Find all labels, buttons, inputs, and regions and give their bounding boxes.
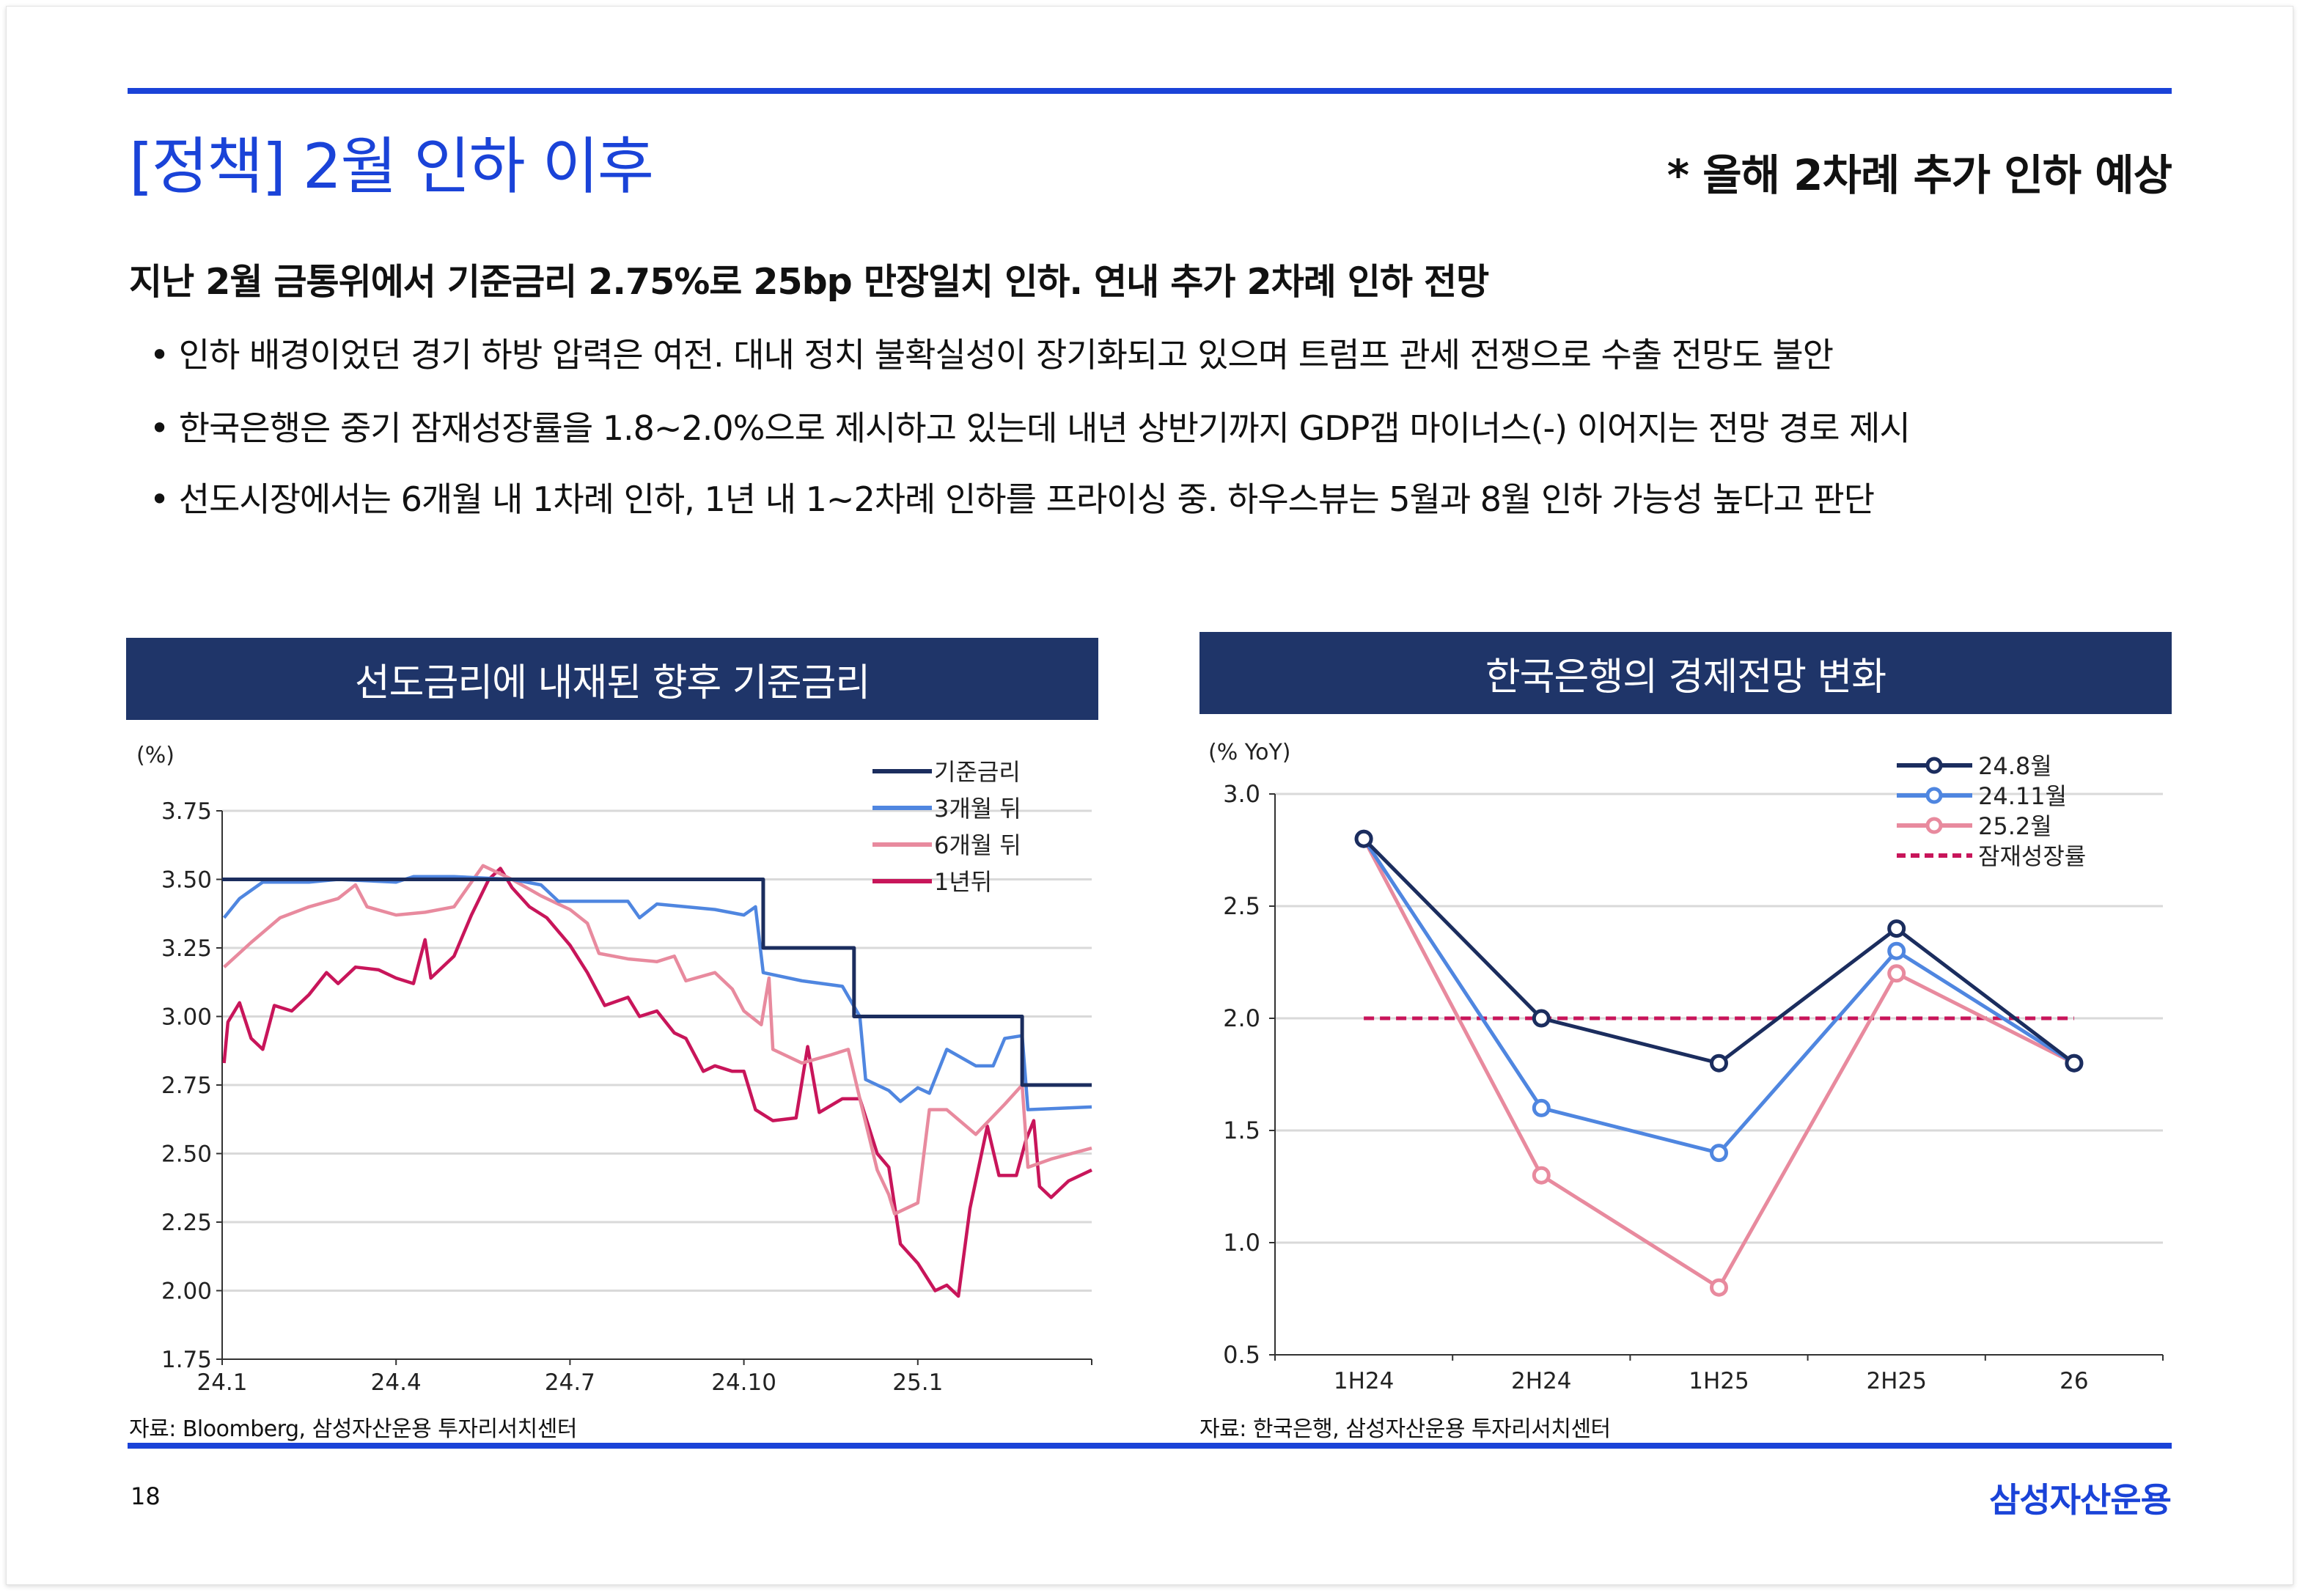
legend-marker xyxy=(1925,787,1943,804)
data-point-24.8월 xyxy=(1887,919,1906,938)
data-point-25.2월 xyxy=(1532,1166,1551,1185)
data-point-24.8월 xyxy=(1710,1053,1728,1073)
x-tick-label: 24.7 xyxy=(545,1369,595,1396)
y-tick-label: 2.25 xyxy=(161,1210,212,1236)
legend-label: 24.11월 xyxy=(1978,782,2067,810)
forward-rate-chart: (%) 3.75 3.50 3.25 3.00 2.75 2.50 2.25 2.00 1.75… xyxy=(136,743,1092,1396)
right-chart-source: 자료: 한국은행, 삼성자산운용 투자리서치센터 xyxy=(1199,1416,1611,1442)
right-chart-title: 한국은행의 경제전망 변화 xyxy=(1199,632,2172,714)
bok-outlook-chart: (% YoY) 3.0 2.5 2.0 1.5 1.0 0.5 1H24 2H24 1H25 2H… xyxy=(1208,740,2164,1394)
data-point-25.2월 xyxy=(1710,1278,1728,1297)
data-point-24.11월 xyxy=(1532,1098,1551,1117)
x-tick-label: 1H25 xyxy=(1689,1368,1749,1394)
x-tick-label: 24.1 xyxy=(196,1369,247,1396)
legend-label: 1년뒤 xyxy=(934,868,992,896)
series-line-6개월 뒤 xyxy=(223,864,1092,1216)
legend-label: 잠재성장률 xyxy=(1978,842,2086,870)
y-tick-label: 2.0 xyxy=(1223,1004,1260,1032)
legend-label: 24.8월 xyxy=(1978,752,2052,780)
y-tick-label: 3.25 xyxy=(161,935,212,962)
left-chart-source: 자료: Bloomberg, 삼성자산운용 투자리서치센터 xyxy=(129,1416,577,1442)
slide-frame xyxy=(6,6,2293,1585)
y-tick-label: 2.5 xyxy=(1223,892,1260,920)
y-tick-label: 3.75 xyxy=(161,798,212,825)
page-title: [정책] 2월 인하 이후 xyxy=(129,130,654,202)
x-tick-label: 26 xyxy=(2060,1368,2088,1394)
bullet-item: • 한국은행은 중기 잠재성장률을 1.8~2.0%으로 제시하고 있는데 내년… xyxy=(150,408,1911,448)
legend-marker xyxy=(1925,817,1943,834)
legend-label: 3개월 뒤 xyxy=(934,795,1021,823)
legend-label: 25.2월 xyxy=(1978,812,2052,840)
brand-logo-text: 삼성자산운용 xyxy=(1989,1480,2172,1520)
bullet-item: • 선도시장에서는 6개월 내 1차례 인하, 1년 내 1~2차례 인하를 프… xyxy=(150,479,1875,519)
data-point-24.11월 xyxy=(1887,941,1906,960)
bullet-item: • 인하 배경이었던 경기 하방 압력은 여전. 대내 정치 불확실성이 장기화… xyxy=(150,335,1834,375)
y-axis-unit: (%) xyxy=(136,743,174,768)
x-tick-label: 2H24 xyxy=(1511,1368,1571,1394)
series-line-3개월 뒤 xyxy=(222,875,1092,1111)
series-line-24.11월 xyxy=(1362,837,2076,1155)
y-axis-unit: (% YoY) xyxy=(1208,740,1290,765)
y-tick-label: 1.5 xyxy=(1223,1117,1260,1144)
y-tick-label: 2.00 xyxy=(161,1279,212,1305)
left-chart-title: 선도금리에 내재된 향후 기준금리 xyxy=(126,638,1098,720)
data-point-25.2월 xyxy=(1887,964,1906,983)
page-number: 18 xyxy=(131,1482,161,1510)
data-point-24.8월 xyxy=(2065,1053,2084,1073)
x-tick-label: 24.4 xyxy=(371,1369,422,1396)
x-tick-label: 25.1 xyxy=(892,1369,943,1396)
legend-label: 기준금리 xyxy=(934,758,1021,786)
series-line-기준금리 xyxy=(222,878,1092,1087)
y-tick-label: 3.00 xyxy=(161,1004,212,1031)
series-line-1년뒤 xyxy=(222,867,1092,1298)
y-tick-label: 2.75 xyxy=(161,1073,212,1099)
y-tick-label: 1.75 xyxy=(161,1347,212,1373)
data-point-24.8월 xyxy=(1532,1009,1551,1028)
legend-label: 6개월 뒤 xyxy=(934,831,1021,859)
x-tick-label: 24.10 xyxy=(711,1369,776,1396)
y-tick-label: 0.5 xyxy=(1223,1341,1260,1369)
header-note: * 올해 2차례 추가 인하 예상 xyxy=(1667,150,2172,200)
lead-text: 지난 2월 금통위에서 기준금리 2.75%로 25bp 만장일치 인하. 연내… xyxy=(129,261,1489,303)
y-tick-label: 3.50 xyxy=(161,867,212,894)
series-line-24.8월 xyxy=(1362,837,2076,1065)
bottom-rule xyxy=(128,1443,2172,1449)
data-point-24.11월 xyxy=(1710,1144,1728,1163)
top-rule xyxy=(128,88,2172,94)
x-tick-label: 2H25 xyxy=(1866,1368,1926,1394)
y-tick-label: 3.0 xyxy=(1223,780,1260,808)
y-tick-label: 1.0 xyxy=(1223,1229,1260,1257)
y-tick-label: 2.50 xyxy=(161,1141,212,1168)
data-point-24.8월 xyxy=(1354,829,1373,848)
x-tick-label: 1H24 xyxy=(1334,1368,1394,1394)
legend-marker xyxy=(1925,757,1943,774)
